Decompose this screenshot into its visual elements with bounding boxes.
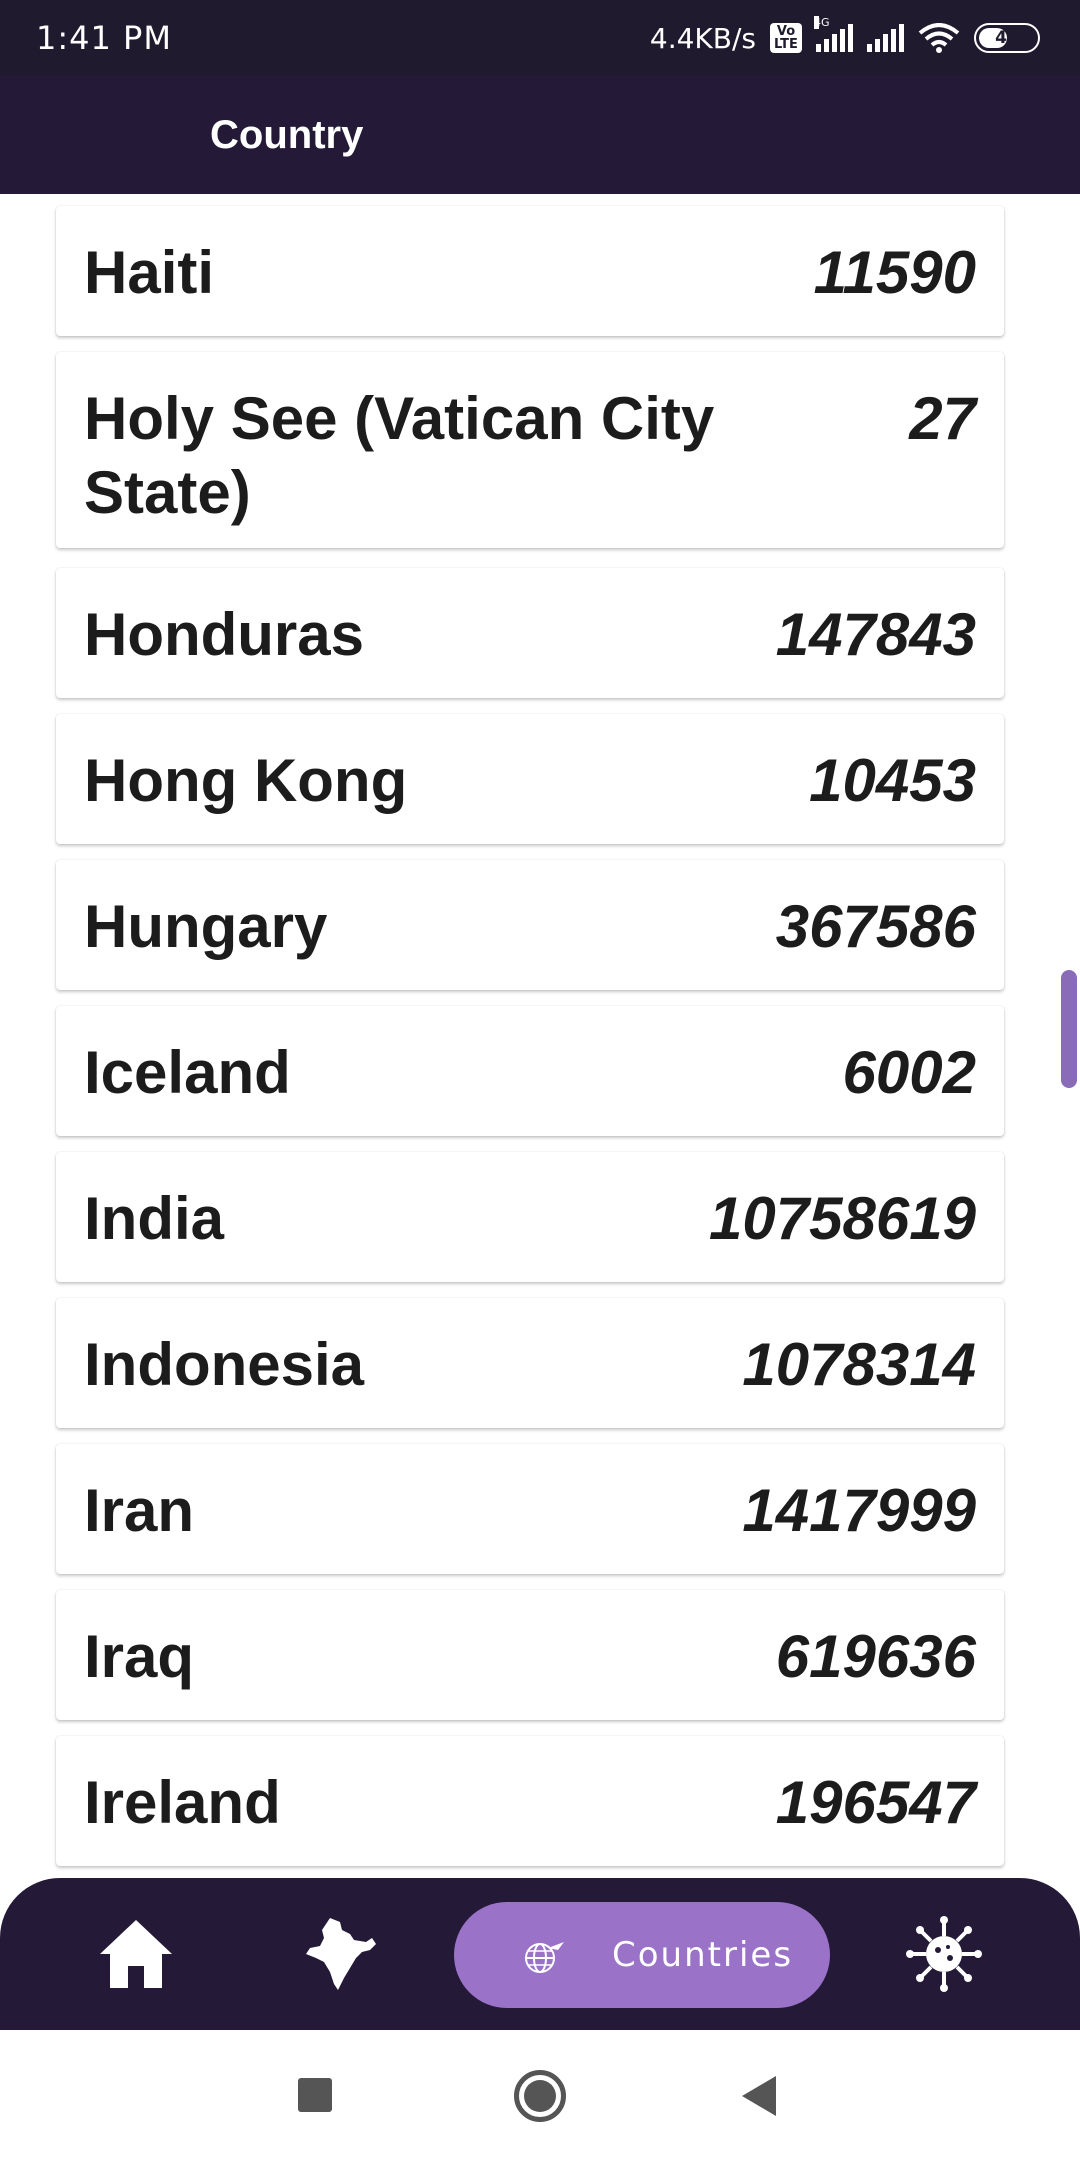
list-item[interactable]: Haiti 11590 [56, 206, 1004, 336]
list-item[interactable]: Iran 1417999 [56, 1444, 1004, 1574]
status-time: 1:41 PM [36, 19, 172, 57]
country-value: 27 [909, 385, 976, 452]
country-name: Haiti [84, 239, 215, 306]
list-item[interactable]: India 10758619 [56, 1152, 1004, 1282]
country-name: Holy See (Vatican City State) [84, 385, 715, 526]
list-item[interactable]: Holy See (Vatican City State) 27 [56, 352, 1004, 548]
country-value: 6002 [842, 1039, 976, 1106]
list-item[interactable]: Indonesia 1078314 [56, 1298, 1004, 1428]
network-speed: 4.4KB/s [649, 21, 756, 55]
home-button-icon[interactable] [514, 2070, 566, 2122]
globe-icon [525, 1942, 564, 1973]
app-bar: Country [0, 76, 1080, 194]
country-name: Honduras [84, 601, 365, 668]
nav-countries-active[interactable]: Countries [454, 1902, 830, 2008]
page-title: Country [210, 112, 364, 157]
country-value: 10758619 [709, 1185, 976, 1252]
country-value: 147843 [775, 601, 976, 668]
country-name: Iceland [84, 1039, 291, 1106]
system-nav-bar [0, 2030, 1080, 2160]
virus-icon[interactable] [904, 1914, 984, 1994]
country-name: Hungary [84, 893, 328, 960]
list-item[interactable]: Iraq 619636 [56, 1590, 1004, 1720]
status-icons: 4.4KB/s Vo LTE 4G 49 [649, 16, 1040, 55]
bottom-nav: Countries [0, 1878, 1080, 2030]
country-name: Ireland [84, 1769, 281, 1836]
country-name: Indonesia [84, 1331, 365, 1398]
country-value: 1417999 [742, 1477, 976, 1544]
country-value: 1078314 [742, 1331, 976, 1398]
country-value: 10453 [809, 747, 976, 814]
list-item[interactable]: Hungary 367586 [56, 860, 1004, 990]
status-bar: 1:41 PM 4.4KB/s Vo LTE 4G 49 [0, 0, 1080, 76]
battery-level: 49 [995, 28, 1019, 48]
country-name: Iraq [84, 1623, 195, 1690]
list-item[interactable]: Hong Kong 10453 [56, 714, 1004, 844]
country-value: 367586 [775, 893, 976, 960]
wifi-icon [918, 23, 960, 53]
country-value: 196547 [775, 1769, 976, 1836]
country-name: Hong Kong [84, 747, 408, 814]
network-type: 4G [814, 16, 830, 29]
volte-icon: Vo LTE [770, 23, 802, 53]
india-map-icon[interactable] [300, 1914, 380, 1994]
list-item[interactable]: Honduras 147843 [56, 568, 1004, 698]
nav-countries-label: Countries [612, 1935, 794, 1975]
back-icon[interactable] [742, 2076, 776, 2116]
country-name: Iran [84, 1477, 195, 1544]
country-value: 619636 [775, 1623, 976, 1690]
country-list[interactable]: Haiti 11590 Holy See (Vatican City State… [0, 194, 1080, 1878]
home-icon[interactable] [96, 1914, 176, 1994]
signal-icon [867, 24, 904, 52]
recents-icon[interactable] [298, 2078, 332, 2112]
scrollbar-thumb[interactable] [1061, 970, 1077, 1088]
country-value: 11590 [813, 239, 976, 306]
battery-icon: 49 [974, 23, 1040, 53]
country-name: India [84, 1185, 225, 1252]
list-item[interactable]: Ireland 196547 [56, 1736, 1004, 1866]
list-item[interactable]: Iceland 6002 [56, 1006, 1004, 1136]
signal-4g-icon: 4G [814, 16, 853, 52]
